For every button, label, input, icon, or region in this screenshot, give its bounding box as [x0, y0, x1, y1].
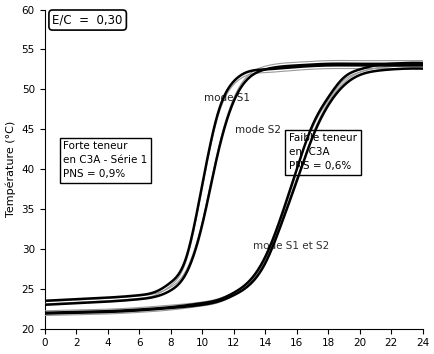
Text: mode S1 et S2: mode S1 et S2 — [252, 241, 328, 251]
Text: mode S2: mode S2 — [235, 125, 281, 135]
Text: Faible teneur
en  C3A
PNS = 0,6%: Faible teneur en C3A PNS = 0,6% — [288, 133, 356, 171]
Y-axis label: Température (°C): Température (°C) — [6, 121, 16, 217]
Text: mode S1: mode S1 — [203, 93, 249, 103]
Text: E/C  =  0,30: E/C = 0,30 — [53, 13, 122, 27]
Text: Forte teneur
en C3A - Série 1
PNS = 0,9%: Forte teneur en C3A - Série 1 PNS = 0,9% — [63, 141, 148, 179]
